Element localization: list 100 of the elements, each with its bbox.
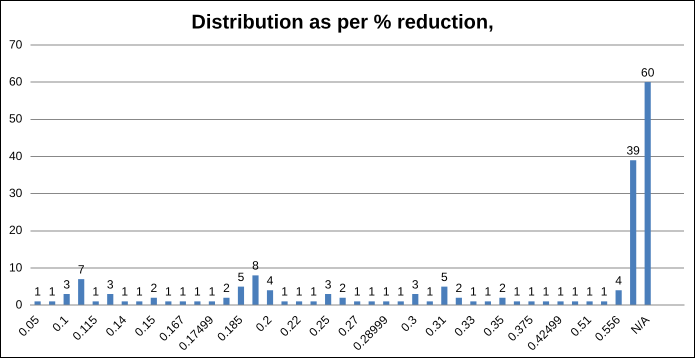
- chart-title: Distribution as per % reduction,: [191, 12, 494, 34]
- bar: [107, 294, 114, 305]
- y-tick-label: 0: [16, 297, 23, 312]
- bar: [542, 301, 550, 305]
- bar: [223, 298, 230, 305]
- y-tick-label: 10: [8, 260, 23, 274]
- bar: [281, 301, 288, 305]
- data-label: 1: [48, 284, 56, 299]
- data-label: 1: [121, 284, 128, 299]
- bar: [484, 301, 491, 305]
- x-tick-label: 0.51: [568, 312, 594, 340]
- data-label: 1: [281, 284, 288, 299]
- data-label: 1: [600, 284, 608, 299]
- data-label: 4: [266, 274, 274, 288]
- bar: [354, 301, 360, 305]
- bar: [64, 294, 70, 305]
- data-label: 5: [238, 270, 245, 284]
- bar: [412, 294, 418, 305]
- bar: [586, 301, 593, 305]
- y-tick-label: 30: [8, 186, 23, 200]
- bar: [572, 301, 578, 305]
- bar: [368, 301, 375, 305]
- data-label: 1: [557, 284, 564, 299]
- x-tick-label: 0.3: [398, 312, 420, 334]
- bar: [78, 279, 84, 305]
- bar: [296, 301, 302, 305]
- bar: [266, 290, 274, 305]
- y-tick-label: 70: [8, 37, 23, 52]
- data-label: 2: [339, 281, 346, 296]
- data-label: 1: [92, 284, 100, 299]
- x-tick-label: 0.1: [49, 312, 72, 334]
- bar: [122, 301, 128, 305]
- data-label: 39: [626, 144, 640, 158]
- data-label: 1: [180, 284, 187, 299]
- bar: [252, 275, 259, 305]
- data-label: 1: [586, 284, 594, 299]
- bar: [49, 301, 56, 305]
- data-label: 1: [34, 284, 42, 299]
- data-label: 1: [382, 284, 390, 299]
- data-label: 1: [426, 284, 434, 299]
- data-label: 2: [150, 281, 158, 296]
- bar: [557, 301, 564, 305]
- bar: [165, 301, 172, 305]
- bar: [630, 160, 636, 305]
- bar: [180, 301, 186, 305]
- bar: [136, 301, 142, 305]
- data-label: 1: [470, 284, 478, 299]
- data-label: 1: [397, 284, 404, 299]
- data-label: 1: [310, 284, 318, 299]
- data-label: 1: [368, 284, 376, 299]
- bar: [616, 290, 622, 305]
- data-label: 1: [164, 284, 172, 299]
- data-label: 8: [252, 258, 260, 273]
- data-label: 1: [572, 284, 579, 299]
- data-label: 5: [440, 270, 448, 284]
- bar: [601, 301, 608, 305]
- bar: [34, 301, 41, 305]
- bar: [426, 301, 433, 305]
- bar: [499, 298, 506, 305]
- data-label: 3: [63, 277, 70, 292]
- data-label: 1: [194, 284, 202, 299]
- bar: [383, 301, 390, 305]
- data-label: 2: [499, 281, 506, 296]
- data-label: 7: [78, 262, 85, 276]
- bar: [194, 301, 200, 305]
- bar: [514, 301, 520, 305]
- data-label: 60: [641, 65, 655, 80]
- bar: [92, 301, 99, 305]
- data-label: 1: [514, 284, 521, 299]
- bar: [644, 82, 651, 305]
- bar: [340, 298, 346, 305]
- data-label: 1: [484, 284, 492, 299]
- data-label: 2: [223, 281, 230, 296]
- bar: [456, 298, 462, 305]
- y-tick-label: 20: [8, 223, 23, 238]
- x-tick-label: 0.22: [277, 312, 304, 340]
- x-tick-label: 0.31: [422, 312, 450, 340]
- bar: [470, 301, 476, 305]
- data-label: 1: [136, 284, 143, 299]
- bar: [441, 286, 448, 305]
- data-label: 3: [106, 277, 114, 292]
- data-label: 1: [528, 284, 536, 299]
- bar: [208, 301, 216, 305]
- y-tick-label: 50: [8, 112, 23, 126]
- bar: [528, 301, 535, 305]
- bar: [150, 298, 157, 305]
- data-label: 1: [208, 284, 216, 299]
- x-tick-label: N/A: [628, 312, 652, 337]
- x-tick-label: 0.33: [451, 312, 478, 340]
- x-tick-label: 0.2: [252, 312, 275, 334]
- data-label: 1: [296, 284, 303, 299]
- bar: [238, 286, 244, 305]
- bar: [310, 301, 317, 305]
- data-label: 3: [324, 277, 332, 292]
- bar: [398, 301, 404, 305]
- data-label: 3: [412, 277, 419, 292]
- data-label: 1: [354, 284, 361, 299]
- data-label: 1: [542, 284, 550, 299]
- data-label: 4: [615, 274, 622, 288]
- y-tick-label: 40: [8, 148, 23, 163]
